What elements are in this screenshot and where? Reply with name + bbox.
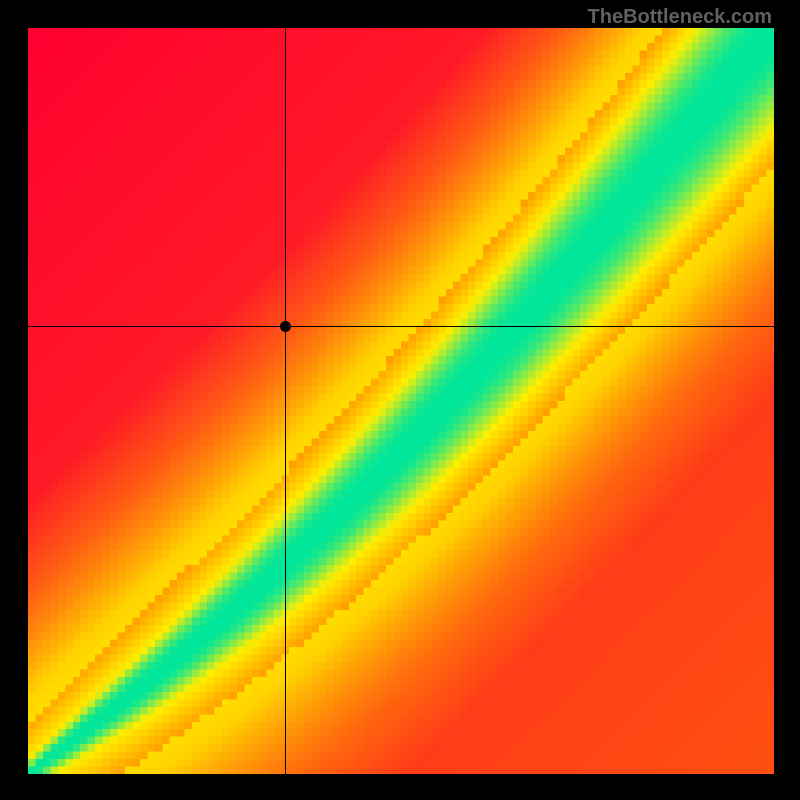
crosshair-horizontal-line [28,326,774,327]
heatmap-canvas [28,28,774,774]
crosshair-vertical-line [285,28,286,774]
watermark-text: TheBottleneck.com [588,6,772,29]
page-container: TheBottleneck.com [0,0,800,800]
heatmap-plot-area [28,28,774,774]
crosshair-marker-dot [280,321,291,332]
